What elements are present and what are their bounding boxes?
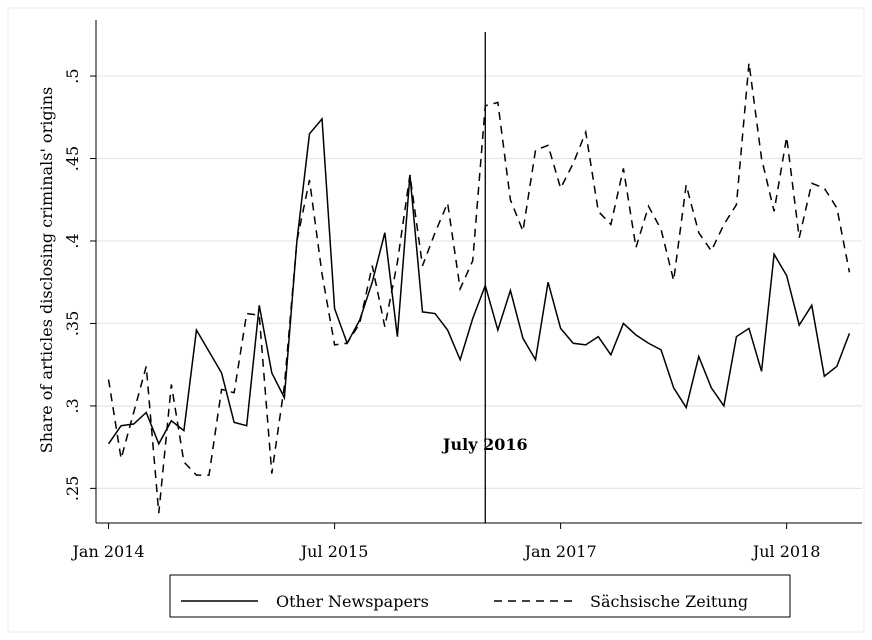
annotation: July 2016: [441, 435, 528, 454]
legend-label: Other Newspapers: [276, 592, 429, 611]
x-tick-label: Jul 2018: [751, 542, 821, 561]
legend-label: Sächsische Zeitung: [590, 592, 748, 611]
y-axis-title: Share of articles disclosing criminals' …: [37, 87, 56, 453]
series-line: [107, 117, 851, 446]
y-tick-label: .45: [63, 146, 82, 171]
background: [7, 7, 865, 633]
y-tick-label: .4: [63, 233, 82, 248]
y-tick-label: .5: [63, 68, 82, 83]
legend-box: [169, 574, 791, 618]
y-tick-label: .35: [63, 311, 82, 336]
y-tick-label: .3: [63, 398, 82, 413]
x-tick-label: Jan 2014: [71, 542, 145, 561]
y-tick-label: .25: [63, 476, 82, 501]
x-tick-label: Jul 2015: [299, 542, 369, 561]
series-line: [107, 62, 851, 514]
x-tick-label: Jan 2017: [523, 542, 597, 561]
